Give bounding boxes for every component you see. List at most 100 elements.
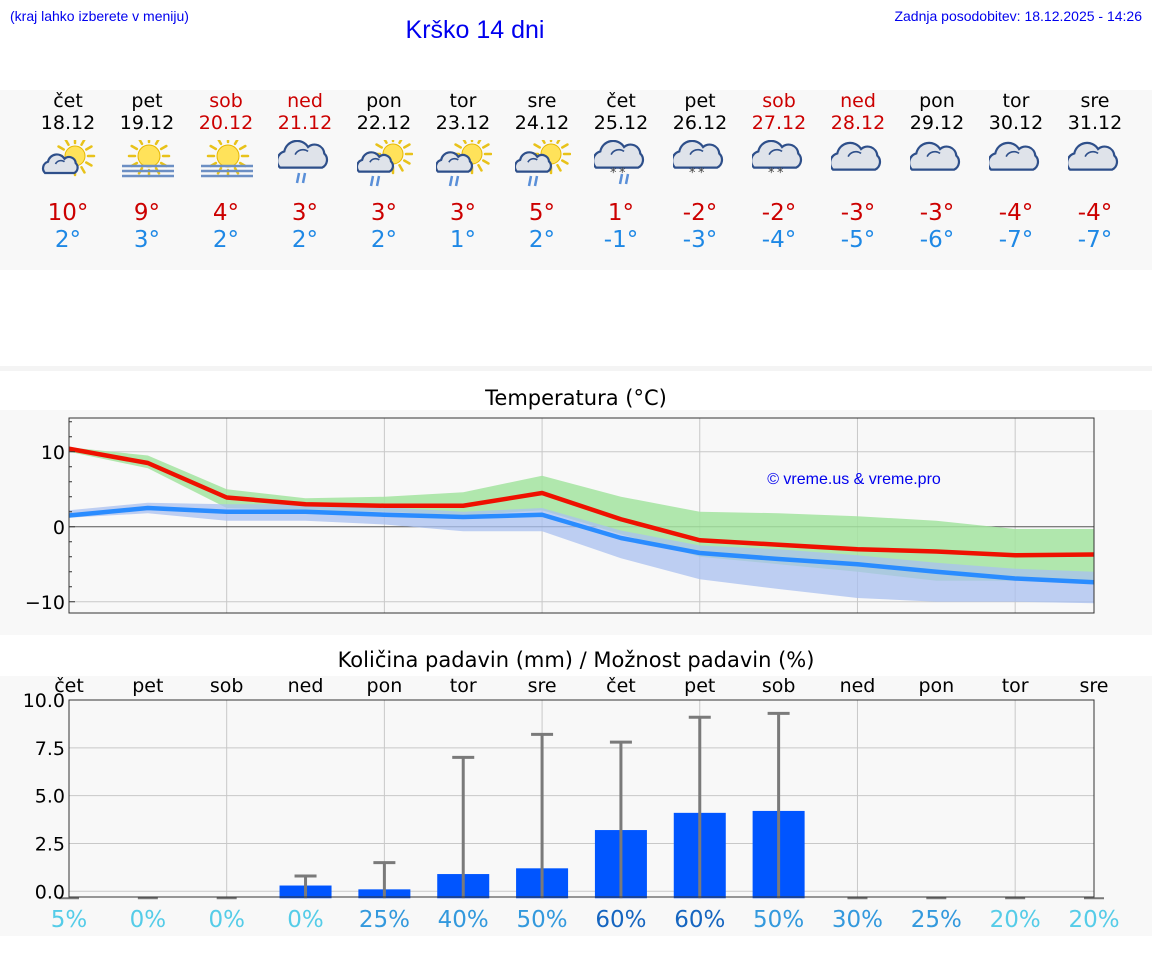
day-column: čet 25.12 * * 1° -1° [581,90,661,260]
max-temperature: 1° [607,200,635,226]
y-tick-label: 0 [53,517,65,539]
min-temperature: 3° [133,227,161,253]
day-axis-label: sob [210,676,244,697]
temperature-chart-title: Temperatura (°C) [485,386,667,410]
day-column: čet 18.12 10° 2° [28,90,108,260]
precipitation-probability: 5% [51,907,88,933]
day-name: tor [1002,90,1030,112]
day-axis-label: sob [762,676,796,697]
last-update-label: Zadnja posodobitev: 18.12.2025 - 14:26 [894,8,1142,24]
day-axis-label: tor [450,676,477,697]
plot-frame [68,699,1095,898]
precipitation-probability: 50% [517,907,568,933]
day-column: pet 26.12 * * -2° -3° [660,90,740,260]
precipitation-probability: 20% [1068,907,1119,933]
min-temperature-line [68,505,1095,585]
max-temperature: -2° [761,200,797,226]
y-tick-label: −10 [25,592,65,614]
day-name: čet [53,90,83,112]
svg-text:*: * [768,166,775,181]
cloud-icon [989,141,1040,171]
day-axis-label: sre [528,676,557,697]
max-temperature: -3° [919,200,955,226]
day-name: pon [366,90,402,112]
day-date: 27.12 [751,112,807,134]
min-temperature: 2° [212,227,240,253]
max-temperature: 5° [528,200,556,226]
day-axis-label: čet [54,676,84,697]
day-axis-label: pon [918,676,954,697]
min-temperature: -7° [998,227,1034,253]
day-column: ned 28.12 -3° -5° [818,90,898,260]
max-temperature: -4° [998,200,1034,226]
day-axis-label: ned [840,676,876,697]
precipitation-probability: 20% [990,907,1041,933]
min-temperature: 2° [291,227,319,253]
region-menu-hint[interactable]: (kraj lahko izberete v meniju) [10,8,189,24]
max-temperature: 10° [47,200,89,226]
day-name: sre [1080,90,1110,112]
day-column: pet 19.12 9° 3° [107,90,187,260]
day-name: sre [527,90,557,112]
forecast-band [0,90,1152,270]
day-date: 26.12 [672,112,728,134]
day-name: sob [209,90,243,112]
day-date: 29.12 [909,112,965,134]
y-tick-label: 2.5 [35,833,65,855]
day-date: 24.12 [514,112,570,134]
max-temperature: -3° [840,200,876,226]
day-axis-label: pet [684,676,715,697]
day-name: tor [449,90,477,112]
day-column: sre 31.12 -4° -7° [1055,90,1135,260]
max-temperature: -4° [1077,200,1113,226]
day-date: 21.12 [277,112,333,134]
day-axis-label: ned [288,676,324,697]
day-name: čet [606,90,636,112]
min-temperature: -6° [919,227,955,253]
y-tick-label: 7.5 [35,738,65,760]
cloud-rain-icon [278,140,329,184]
min-temperature: -1° [603,227,639,253]
svg-text:*: * [689,166,696,181]
day-name: ned [287,90,323,112]
day-name: sob [762,90,796,112]
day-name: ned [840,90,876,112]
min-temperature: 2° [528,227,556,253]
divider [0,366,1152,371]
watermark: © vreme.us & vreme.pro [767,471,941,488]
day-axis-label: sre [1080,676,1109,697]
day-date: 19.12 [119,112,175,134]
day-date: 18.12 [40,112,96,134]
precipitation-probability: 60% [674,907,725,933]
y-tick-label: 10.0 [23,690,65,712]
max-temperature: 3° [291,200,319,226]
precipitation-probability: 0% [287,907,324,933]
precipitation-chart-title: Količina padavin (mm) / Možnost padavin … [337,648,815,672]
day-column: pon 22.12 3° 2° [344,90,424,260]
sun-cloud-rain-icon [357,140,413,187]
precipitation-probability: 25% [359,907,410,933]
day-date: 31.12 [1067,112,1123,134]
day-date: 23.12 [435,112,491,134]
plot-area [69,700,1094,897]
cloud-snow-icon: * * [673,140,724,181]
min-temperature: 2° [54,227,82,253]
day-column: sob 20.12 4° 2° [186,90,266,260]
day-column: sob 27.12 * * -2° -4° [739,90,819,260]
precipitation-probability: 25% [911,907,962,933]
day-date: 28.12 [830,112,886,134]
temperature-chart: 10 0 −10 © vreme.us & vreme.pro [25,417,1095,614]
sun-cloud-rain-icon [436,140,492,187]
y-tick-label: 5.0 [35,786,65,808]
min-temperature: -5° [840,227,876,253]
sun-fog-icon [122,140,174,178]
min-temperature: 1° [449,227,477,253]
day-column: tor 23.12 3° 1° [423,90,503,260]
precipitation-probability: 30% [832,907,883,933]
max-temperature: 3° [370,200,398,226]
day-column: ned 21.12 3° 2° [265,90,345,260]
day-axis-label: tor [1002,676,1029,697]
cloud-icon [910,141,961,171]
svg-text:*: * [698,166,705,181]
day-name: pet [684,90,716,112]
